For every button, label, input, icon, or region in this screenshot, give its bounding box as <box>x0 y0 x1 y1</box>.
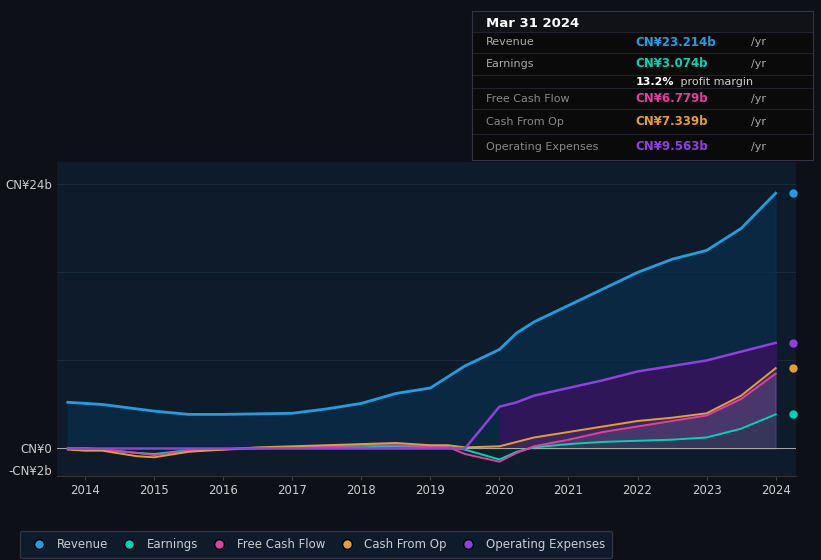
Text: /yr: /yr <box>751 116 767 127</box>
Text: Mar 31 2024: Mar 31 2024 <box>486 17 579 30</box>
Text: Operating Expenses: Operating Expenses <box>486 142 598 152</box>
Text: /yr: /yr <box>751 94 767 104</box>
Text: /yr: /yr <box>751 142 767 152</box>
Text: profit margin: profit margin <box>677 77 753 87</box>
Bar <box>472 11 813 32</box>
Text: CN¥6.779b: CN¥6.779b <box>635 92 709 105</box>
Text: /yr: /yr <box>751 59 767 69</box>
Text: 13.2%: 13.2% <box>635 77 674 87</box>
Text: CN¥23.214b: CN¥23.214b <box>635 36 716 49</box>
Text: Cash From Op: Cash From Op <box>486 116 563 127</box>
Legend: Revenue, Earnings, Free Cash Flow, Cash From Op, Operating Expenses: Revenue, Earnings, Free Cash Flow, Cash … <box>20 531 612 558</box>
Text: CN¥7.339b: CN¥7.339b <box>635 115 709 128</box>
Text: CN¥3.074b: CN¥3.074b <box>635 57 709 71</box>
Text: /yr: /yr <box>751 38 767 48</box>
Text: CN¥9.563b: CN¥9.563b <box>635 141 709 153</box>
Text: Earnings: Earnings <box>486 59 534 69</box>
Text: Free Cash Flow: Free Cash Flow <box>486 94 569 104</box>
Text: Revenue: Revenue <box>486 38 534 48</box>
